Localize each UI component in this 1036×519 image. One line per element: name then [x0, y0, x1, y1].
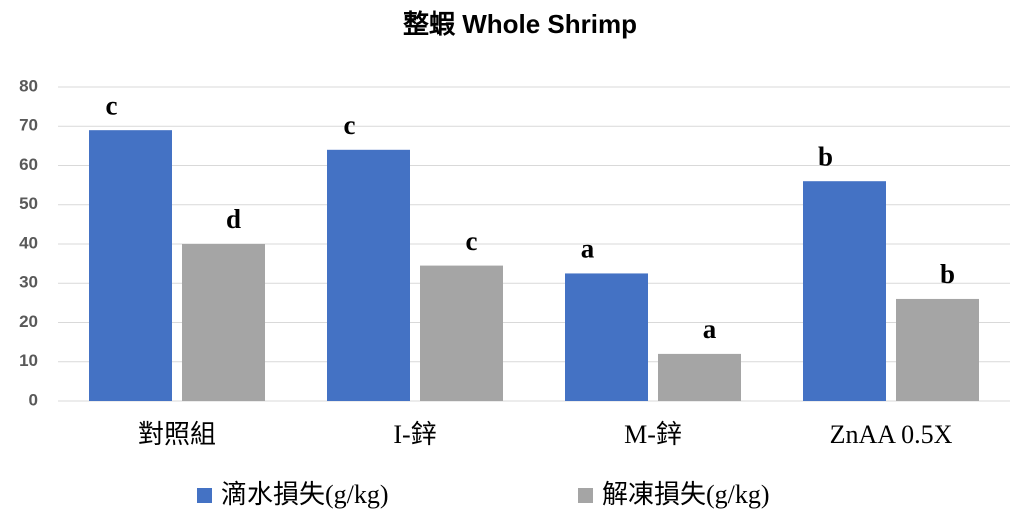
bar-annotation: b: [818, 141, 833, 171]
bar-annotation: c: [344, 110, 356, 140]
bar-annotation: d: [226, 204, 241, 234]
bar: [182, 244, 265, 401]
y-tick-label: 60: [19, 155, 38, 174]
x-tick-label: M-鋅: [624, 420, 682, 449]
bar: [565, 273, 648, 401]
legend-label: 滴水損失(g/kg): [221, 480, 389, 509]
y-tick-label: 30: [19, 273, 38, 292]
bar-annotation: b: [940, 259, 955, 289]
bar: [803, 181, 886, 401]
bar: [327, 149, 410, 401]
y-tick-label: 70: [19, 116, 38, 135]
bar-annotation: c: [466, 226, 478, 256]
y-tick-label: 0: [29, 390, 38, 409]
y-tick-label: 40: [19, 233, 38, 252]
y-tick-label: 20: [19, 312, 38, 331]
bar-annotation: a: [703, 314, 717, 344]
bar-annotation: a: [581, 234, 595, 264]
y-tick-label: 10: [19, 351, 38, 370]
bar: [89, 130, 172, 402]
x-tick-label: I-鋅: [393, 420, 436, 449]
y-tick-label: 50: [19, 194, 38, 213]
x-tick-label: 對照組: [138, 420, 216, 449]
y-tick-label: 80: [19, 76, 38, 95]
bar-annotation: c: [106, 90, 118, 120]
legend-swatch: [197, 488, 212, 503]
x-tick-label: ZnAA 0.5X: [830, 420, 953, 449]
chart-title: 整蝦 Whole Shrimp: [403, 9, 637, 39]
legend-label: 解凍損失(g/kg): [602, 480, 770, 509]
legend-swatch: [578, 488, 593, 503]
bar: [420, 265, 503, 401]
bar: [896, 298, 979, 401]
bar: [658, 353, 741, 401]
